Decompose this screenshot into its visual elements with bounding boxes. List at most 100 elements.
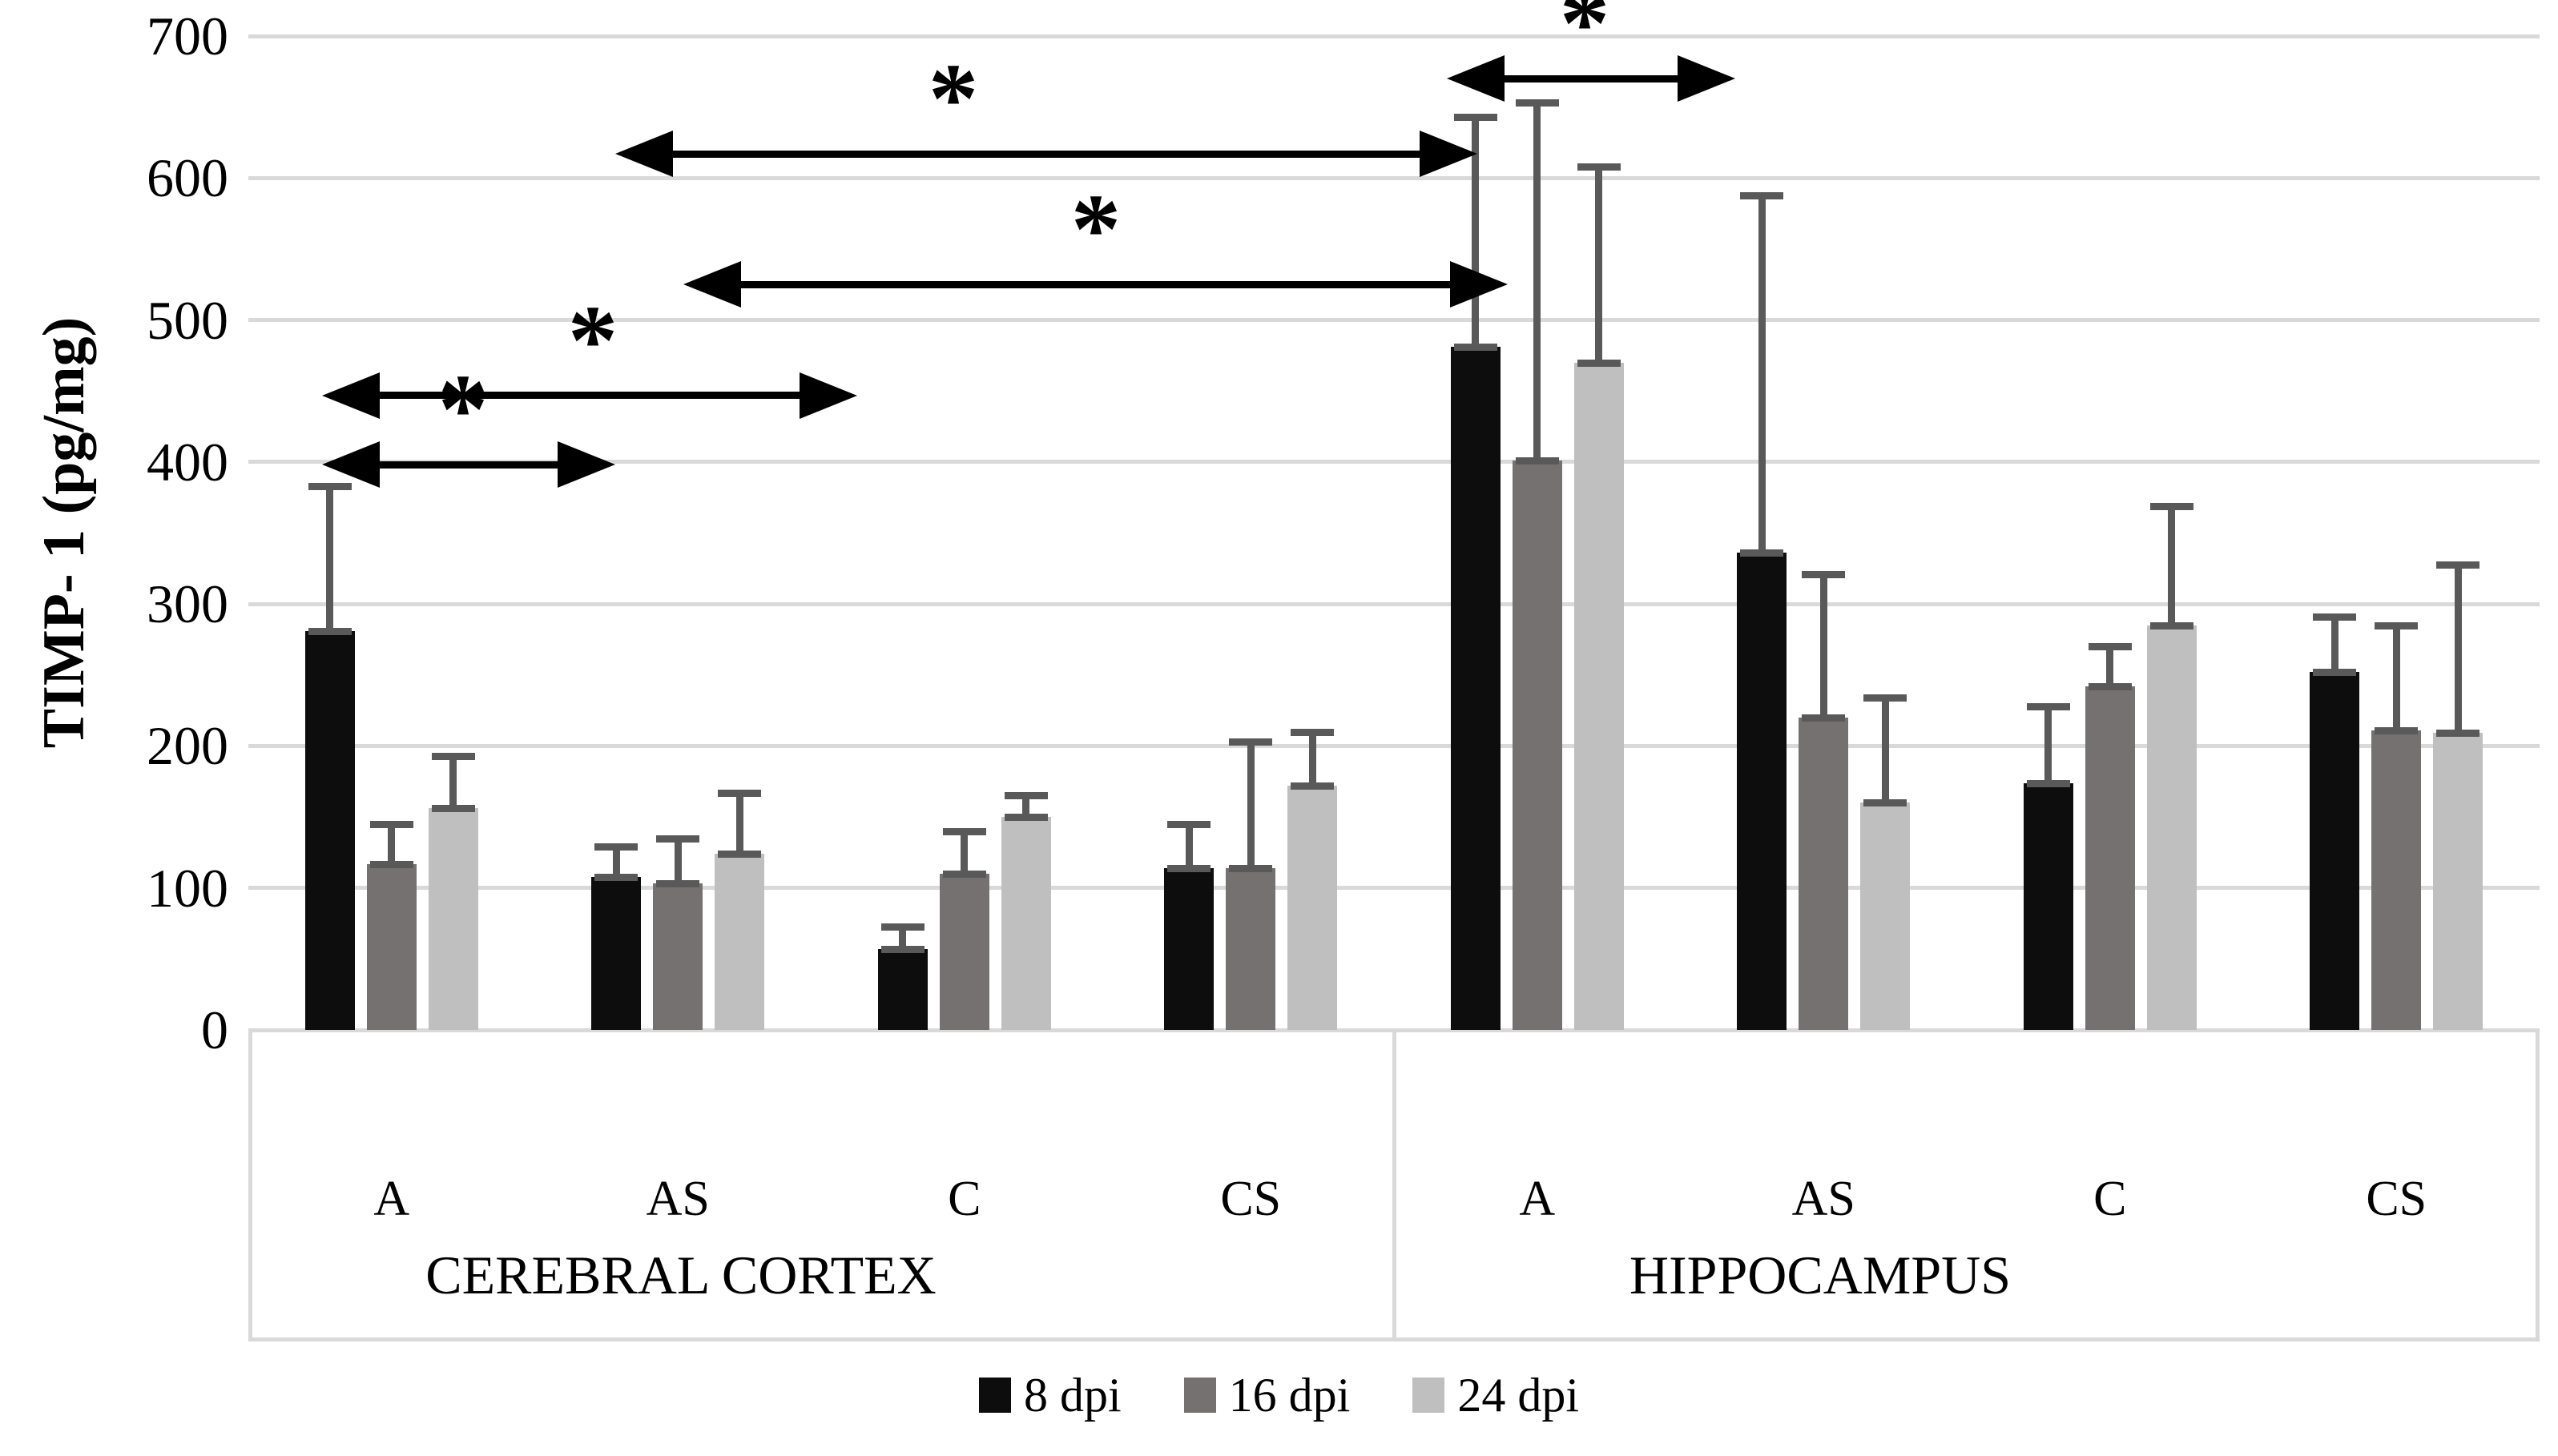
significance-arrowhead-right bbox=[1420, 131, 1477, 178]
error-bar-cap-bottom bbox=[880, 945, 925, 953]
error-bar-cap-bottom bbox=[2026, 779, 2070, 787]
bar-cerebral-cortex-as-16dpi bbox=[653, 883, 703, 1030]
error-bar-cap-bottom bbox=[2313, 669, 2357, 677]
category-label-h-as: AS bbox=[1791, 1172, 1855, 1226]
section-divider bbox=[1392, 1030, 1396, 1341]
legend-item-16dpi: 16 dpi bbox=[1183, 1369, 1351, 1422]
error-bar-cap-bottom bbox=[656, 880, 700, 888]
error-bar-line bbox=[1247, 742, 1255, 868]
y-tick-label-200: 200 bbox=[147, 715, 228, 777]
error-bar-cap-bottom bbox=[1229, 864, 1273, 872]
bar-cerebral-cortex-as-8dpi bbox=[591, 876, 642, 1030]
error-bar-cap-bottom bbox=[1863, 799, 1907, 807]
error-bar-cap-bottom bbox=[1167, 864, 1211, 872]
error-bar-line bbox=[388, 823, 396, 864]
category-label-cc-a: A bbox=[373, 1172, 410, 1226]
gridline-700 bbox=[248, 34, 2540, 38]
bar-hippocampus-a-16dpi bbox=[1512, 461, 1562, 1030]
significance-arrow-1 bbox=[366, 461, 571, 469]
significance-arrowhead-right bbox=[1678, 55, 1735, 103]
significance-arrowhead-right bbox=[1450, 261, 1508, 308]
error-bar-cap-top bbox=[1004, 792, 1048, 800]
error-bar-line bbox=[899, 926, 907, 949]
label-box-left bbox=[248, 1030, 252, 1341]
significance-star-1: * bbox=[437, 355, 489, 466]
bar-cerebral-cortex-a-24dpi bbox=[428, 808, 478, 1030]
error-bar-cap-top bbox=[2375, 621, 2419, 629]
error-bar-cap-top bbox=[1167, 820, 1211, 828]
section-label-hippocampus: HIPPOCAMPUS bbox=[1629, 1245, 2012, 1305]
legend-label: 16 dpi bbox=[1228, 1369, 1351, 1422]
error-bar-line bbox=[735, 792, 743, 855]
bar-cerebral-cortex-cs-8dpi bbox=[1164, 867, 1215, 1030]
significance-star-2: * bbox=[567, 285, 618, 396]
legend-label: 24 dpi bbox=[1457, 1369, 1579, 1422]
error-bar-cap-bottom bbox=[1515, 457, 1559, 465]
bar-hippocampus-cs-24dpi bbox=[2433, 733, 2483, 1030]
error-bar-line bbox=[1533, 103, 1541, 461]
significance-star-3: * bbox=[1070, 175, 1122, 286]
error-bar-line bbox=[1758, 195, 1766, 553]
error-bar-line bbox=[961, 831, 969, 874]
bar-cerebral-cortex-cs-16dpi bbox=[1226, 867, 1276, 1030]
significance-arrowhead-left bbox=[322, 441, 380, 489]
error-bar-cap-bottom bbox=[1577, 359, 1621, 367]
error-bar-cap-bottom bbox=[431, 805, 475, 813]
error-bar-cap-bottom bbox=[594, 873, 638, 881]
category-label-h-cs: CS bbox=[2366, 1172, 2427, 1226]
legend-item-8dpi: 8 dpi bbox=[978, 1369, 1122, 1422]
gridline-100 bbox=[248, 886, 2540, 891]
category-label-cc-c: C bbox=[948, 1172, 981, 1226]
category-label-h-c: C bbox=[2093, 1172, 2127, 1226]
error-bar-cap-top bbox=[880, 923, 925, 931]
error-bar-line bbox=[1595, 167, 1603, 363]
error-bar-line bbox=[2106, 646, 2114, 686]
significance-arrowhead-left bbox=[322, 372, 380, 419]
error-bar-line bbox=[2044, 706, 2052, 783]
legend-swatch-icon bbox=[1183, 1378, 1216, 1413]
error-bar-cap-top bbox=[1802, 570, 1846, 578]
error-bar-line bbox=[2454, 564, 2462, 734]
y-tick-label-300: 300 bbox=[147, 573, 228, 635]
error-bar-cap-bottom bbox=[2149, 621, 2193, 629]
significance-arrowhead-right bbox=[558, 441, 615, 489]
error-bar-line bbox=[612, 847, 620, 877]
significance-arrowhead-left bbox=[683, 261, 741, 308]
significance-arrow-2 bbox=[366, 392, 813, 400]
bar-hippocampus-c-16dpi bbox=[2085, 686, 2135, 1030]
significance-arrowhead-left bbox=[1447, 55, 1505, 103]
error-bar-line bbox=[2392, 625, 2400, 730]
y-tick-label-500: 500 bbox=[147, 289, 228, 351]
significance-arrowhead-right bbox=[800, 372, 857, 419]
bar-hippocampus-cs-16dpi bbox=[2371, 730, 2422, 1030]
legend-item-24dpi: 24 dpi bbox=[1412, 1371, 1579, 1419]
error-bar-line bbox=[2330, 617, 2338, 673]
bar-hippocampus-c-24dpi bbox=[2146, 625, 2197, 1030]
significance-arrowhead-left bbox=[615, 131, 673, 178]
category-label-cc-as: AS bbox=[646, 1172, 710, 1226]
error-bar-cap-bottom bbox=[308, 627, 352, 635]
error-bar-cap-bottom bbox=[2088, 682, 2132, 690]
bar-hippocampus-cs-8dpi bbox=[2310, 672, 2360, 1030]
gridline-200 bbox=[248, 743, 2540, 748]
error-bar-cap-bottom bbox=[1740, 549, 1784, 557]
error-bar-line bbox=[1472, 117, 1480, 348]
error-bar-cap-top bbox=[718, 789, 762, 797]
error-bar-cap-bottom bbox=[1453, 344, 1497, 352]
bar-hippocampus-as-8dpi bbox=[1737, 553, 1787, 1030]
error-bar-cap-top bbox=[1515, 99, 1559, 107]
error-bar-cap-bottom bbox=[2375, 726, 2419, 734]
significance-arrow-5 bbox=[1491, 74, 1691, 82]
error-bar-cap-top bbox=[1577, 163, 1621, 171]
y-tick-label-700: 700 bbox=[147, 6, 228, 66]
error-bar-cap-top bbox=[2313, 613, 2357, 621]
bar-cerebral-cortex-cs-24dpi bbox=[1287, 786, 1338, 1030]
bar-hippocampus-c-8dpi bbox=[2023, 782, 2073, 1030]
error-bar-cap-top bbox=[1453, 114, 1497, 122]
legend-label: 8 dpi bbox=[1023, 1369, 1122, 1422]
error-bar-cap-top bbox=[2436, 561, 2480, 569]
bar-cerebral-cortex-c-24dpi bbox=[1001, 817, 1051, 1030]
y-tick-label-400: 400 bbox=[147, 431, 228, 493]
